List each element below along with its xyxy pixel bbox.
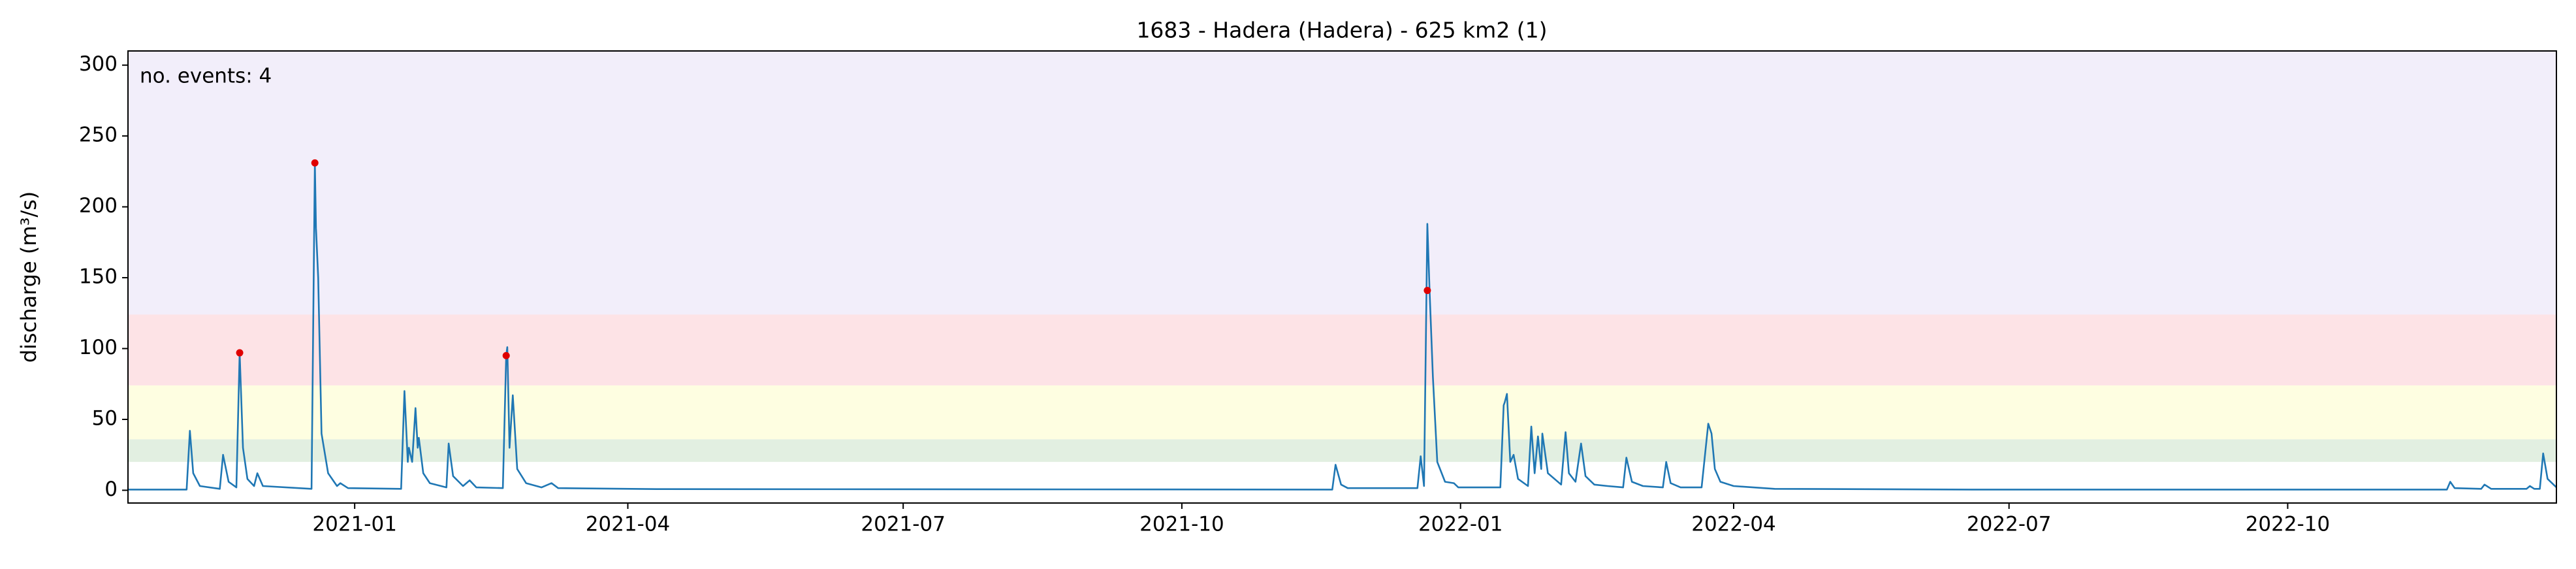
y-tick-label: 100	[79, 336, 118, 359]
plot-frame	[127, 50, 2557, 504]
y-tick-label: 300	[79, 52, 118, 76]
y-tick-label: 50	[92, 407, 118, 431]
event-point	[311, 159, 319, 167]
y-tick-label: 250	[79, 123, 118, 147]
threshold-band	[128, 439, 2556, 463]
x-tick-label: 2022-04	[1691, 513, 1776, 536]
event-point	[502, 351, 510, 359]
x-tick-label: 2021-01	[312, 513, 397, 536]
x-tick-label: 2021-07	[861, 513, 946, 536]
y-tick-label: 0	[104, 478, 118, 501]
event-point	[236, 349, 244, 357]
threshold-band	[128, 314, 2556, 385]
y-tick-label: 200	[79, 194, 118, 218]
event-count: no. events: 4	[140, 65, 272, 88]
y-tick-label: 150	[79, 265, 118, 289]
event-point	[1423, 287, 1431, 295]
x-tick-label: 2022-10	[2246, 513, 2330, 536]
threshold-band	[128, 385, 2556, 440]
threshold-band	[128, 51, 2556, 315]
x-tick-label: 2021-10	[1139, 513, 1224, 536]
x-tick-label: 2022-07	[1967, 513, 2052, 536]
y-axis-label: discharge (m³/s)	[16, 191, 41, 363]
discharge-line	[128, 162, 2557, 491]
x-tick-label: 2021-04	[586, 513, 671, 536]
x-tick-label: 2022-01	[1418, 513, 1503, 536]
chart-title: 1683 - Hadera (Hadera) - 625 km2 (1)	[1136, 18, 1547, 43]
